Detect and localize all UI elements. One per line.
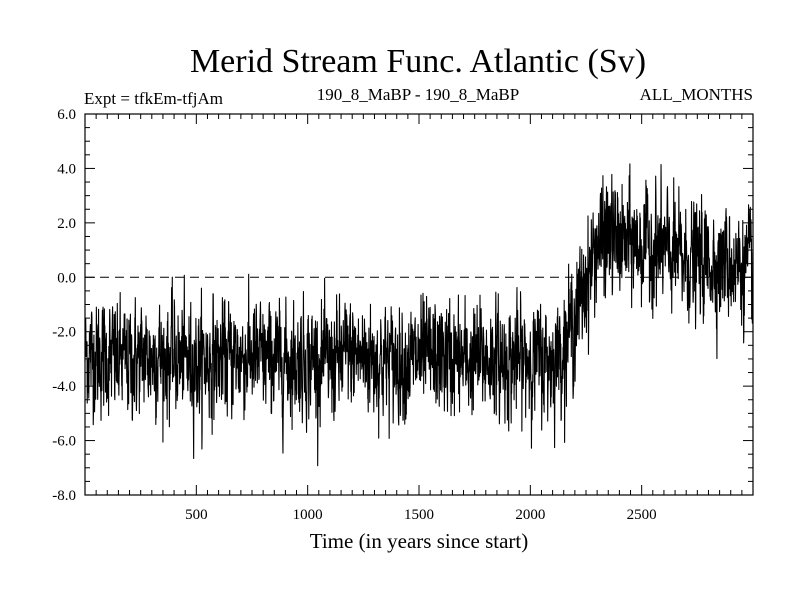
x-axis-label: Time (in years since start) (310, 529, 529, 553)
chart-title: Merid Stream Func. Atlantic (Sv) (190, 43, 646, 80)
experiment-label: Expt = tfkEm-tfjAm (84, 89, 223, 108)
plot-layer (84, 163, 754, 467)
y-tick-label: -6.0 (52, 434, 76, 450)
x-tick-label: 1000 (293, 507, 323, 523)
series-line (84, 163, 754, 467)
x-tick-label: 500 (185, 507, 208, 523)
period-label: 190_8_MaBP - 190_8_MaBP (317, 85, 519, 104)
y-tick-label: 0.0 (57, 270, 76, 286)
y-tick-label: 2.0 (57, 216, 76, 232)
months-label: ALL_MONTHS (640, 85, 753, 104)
x-tick-label: 2000 (515, 507, 545, 523)
axis-layer: -8.0 -6.0 -4.0 -2.0 0.0 2.0 4.0 6.0 500 1000 1500 2… (52, 107, 753, 523)
x-tick-label: 2500 (627, 507, 657, 523)
y-tick-label: -8.0 (52, 488, 76, 504)
y-tick-label: 4.0 (57, 161, 76, 177)
y-tick-label: 6.0 (57, 107, 76, 123)
x-tick-label: 1500 (404, 507, 434, 523)
y-tick-label: -4.0 (52, 379, 76, 395)
plot-frame (84, 113, 754, 496)
y-tick-label: -2.0 (52, 325, 76, 341)
